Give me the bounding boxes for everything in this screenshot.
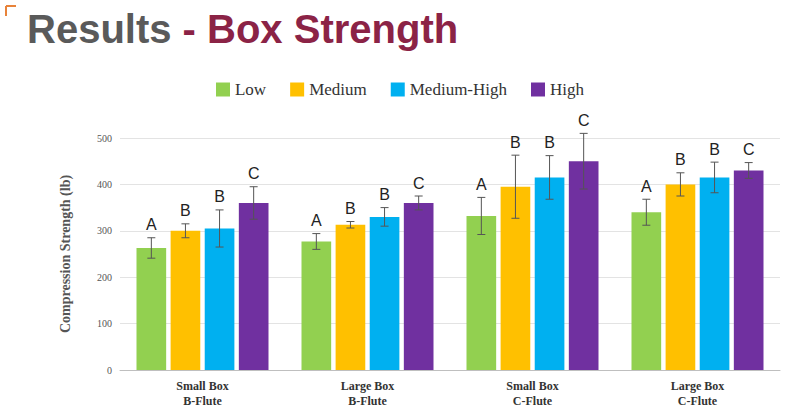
svg-text:Large Box: Large Box [341,379,395,393]
svg-text:100: 100 [97,318,112,329]
svg-text:Compression Strength (lb): Compression Strength (lb) [58,175,74,334]
svg-text:B: B [675,151,686,168]
svg-text:- Box Strength: - Box Strength [183,7,459,51]
svg-text:B: B [510,134,521,151]
svg-text:Small Box: Small Box [176,379,228,393]
svg-text:Results: Results [27,7,183,51]
svg-text:C-Flute: C-Flute [513,394,553,408]
svg-text:400: 400 [97,179,112,190]
svg-text:C: C [248,165,260,182]
svg-text:A: A [311,212,322,229]
svg-text:C: C [578,112,590,129]
svg-text:A: A [476,176,487,193]
svg-text:200: 200 [97,272,112,283]
svg-text:C: C [413,175,425,192]
svg-text:0: 0 [107,365,112,376]
svg-text:C: C [743,141,755,158]
svg-text:B: B [379,186,390,203]
svg-text:B-Flute: B-Flute [183,394,222,408]
svg-text:Large Box: Large Box [671,379,725,393]
svg-text:High: High [550,80,585,99]
svg-text:B: B [544,134,555,151]
svg-text:500: 500 [97,133,112,144]
svg-text:C-Flute: C-Flute [678,394,718,408]
svg-text:Medium: Medium [309,80,367,99]
svg-text:B-Flute: B-Flute [348,394,387,408]
svg-text:A: A [146,216,157,233]
svg-text:B: B [345,200,356,217]
svg-text:B: B [709,141,720,158]
svg-text:A: A [641,178,652,195]
svg-text:Small Box: Small Box [506,379,558,393]
svg-text:B: B [180,202,191,219]
svg-text:B: B [214,188,225,205]
svg-text:300: 300 [97,225,112,236]
svg-text:Medium-High: Medium-High [410,80,508,99]
svg-text:Low: Low [235,80,267,99]
